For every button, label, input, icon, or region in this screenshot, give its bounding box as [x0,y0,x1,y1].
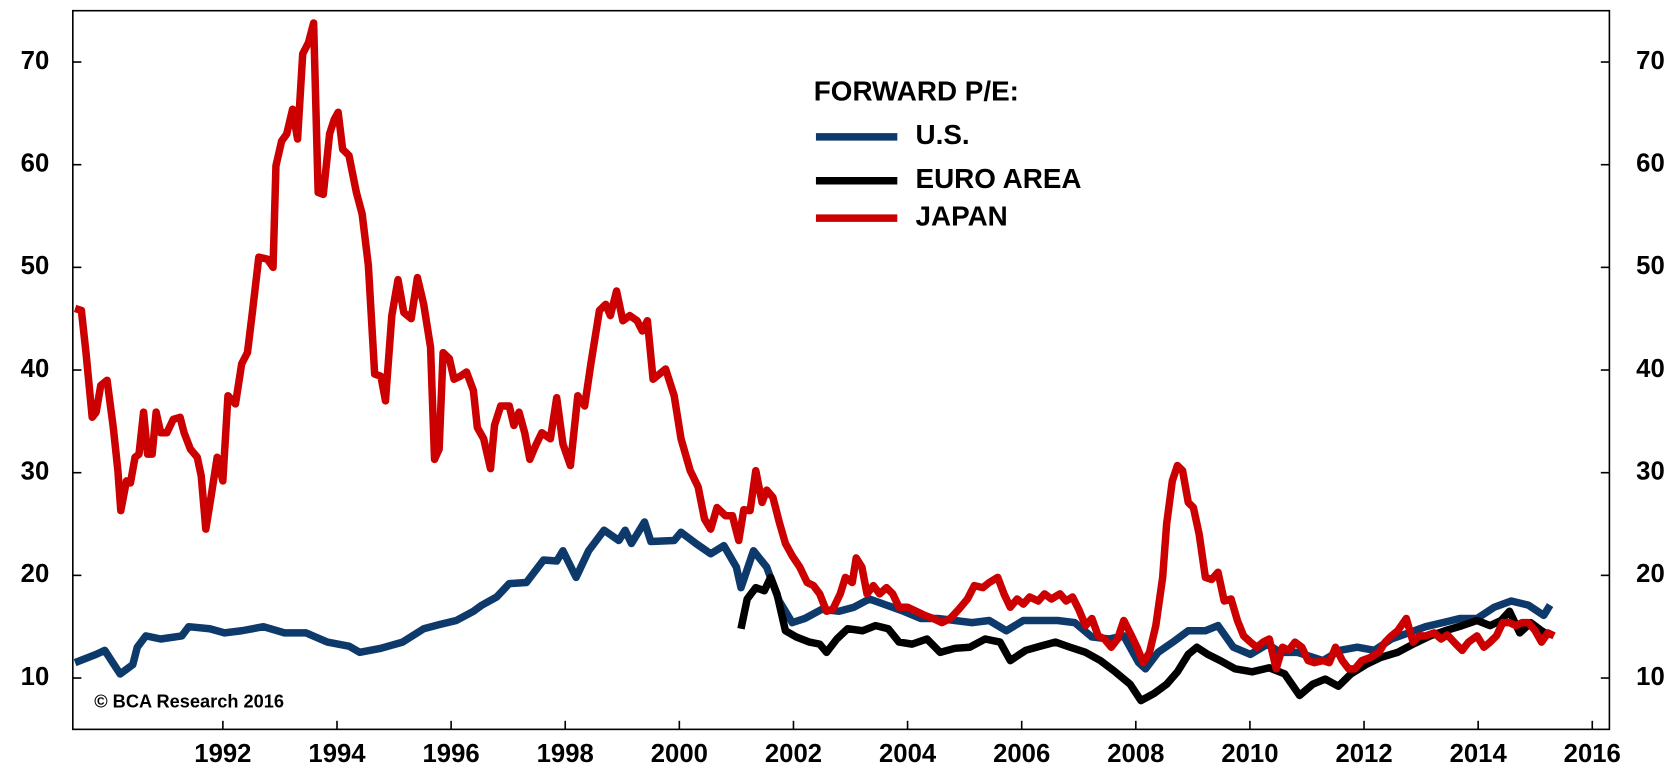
x-tick-label: 2010 [1221,740,1278,768]
y-tick-label: 70 [21,47,50,75]
y2-tick-label: 60 [1636,149,1665,177]
x-tick-label: 2004 [879,740,937,768]
x-tick-label: 2002 [765,740,822,768]
y-tick-label: 60 [21,149,50,177]
copyright-note: © BCA Research 2016 [94,691,284,711]
x-tick-label: 2000 [651,740,708,768]
y-tick-label: 20 [21,560,50,588]
x-tick-label: 2008 [1107,740,1164,768]
series-line [737,573,1553,705]
legend-title: FORWARD P/E: [814,75,1019,106]
x-tick-label: 1994 [308,740,366,768]
y2-tick-label: 30 [1636,457,1665,485]
y-tick-label: 40 [21,355,50,383]
legend-label: EURO AREA [916,163,1082,194]
y2-tick-label: 70 [1636,47,1665,75]
plot-frame [72,9,1611,731]
y-tick-label: 10 [21,663,50,691]
series-line [73,19,1556,673]
y2-tick-label: 40 [1636,355,1665,383]
series-line [73,518,1554,678]
x-tick-label: 2014 [1450,740,1508,768]
legend-label: JAPAN [916,201,1008,232]
y2-tick-label: 10 [1636,663,1665,691]
y2-tick-label: 20 [1636,560,1665,588]
y2-tick-label: 50 [1636,252,1665,280]
y-tick-label: 50 [21,252,50,280]
x-tick-label: 1996 [423,740,480,768]
x-tick-label: 2006 [993,740,1050,768]
x-tick-label: 2016 [1564,740,1621,768]
legend-label: U.S. [916,119,970,150]
x-tick-label: 1998 [537,740,594,768]
x-tick-label: 2012 [1335,740,1392,768]
y-tick-label: 30 [21,457,50,485]
x-tick-label: 1992 [194,740,251,768]
